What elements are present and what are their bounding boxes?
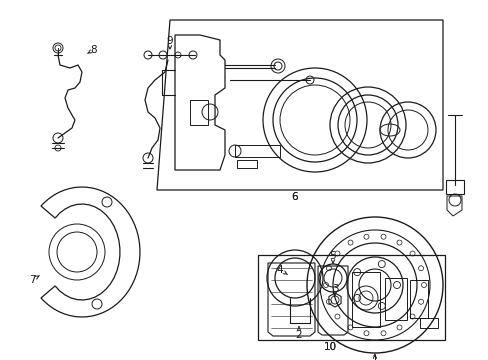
Text: 1: 1	[371, 355, 378, 360]
Text: 6: 6	[291, 192, 298, 202]
Text: 8: 8	[90, 45, 97, 55]
Bar	[235, 145, 280, 157]
Bar	[351, 272, 379, 327]
Bar	[409, 280, 427, 318]
Text: 10: 10	[323, 342, 336, 352]
Text: 4: 4	[276, 265, 283, 275]
Text: 6: 6	[291, 192, 298, 202]
Text: 3: 3	[331, 284, 338, 294]
Text: 2: 2	[295, 330, 302, 340]
Bar	[237, 160, 257, 168]
Text: 10: 10	[323, 342, 336, 352]
Text: 9: 9	[166, 36, 173, 46]
Bar	[419, 318, 437, 328]
Bar	[384, 278, 406, 320]
Text: 5: 5	[329, 251, 336, 261]
Bar	[445, 180, 463, 194]
Text: 7: 7	[29, 275, 35, 285]
Bar	[190, 100, 207, 125]
